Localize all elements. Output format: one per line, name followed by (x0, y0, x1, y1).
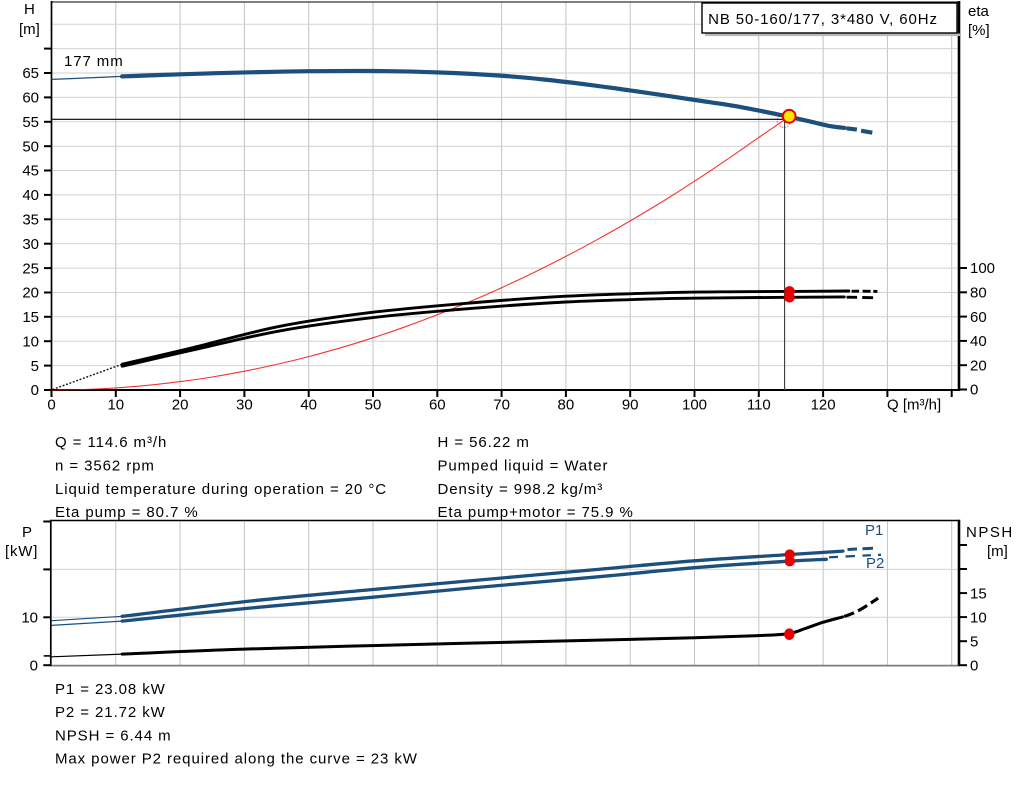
svg-text:10: 10 (22, 333, 39, 350)
svg-text:110: 110 (747, 397, 771, 414)
svg-text:35: 35 (22, 212, 39, 229)
svg-text:30: 30 (22, 236, 39, 253)
svg-text:10: 10 (21, 610, 38, 627)
svg-text:Q [m³/h]: Q [m³/h] (887, 397, 941, 414)
svg-text:Density = 998.2 kg/m³: Density = 998.2 kg/m³ (438, 481, 604, 498)
svg-text:15: 15 (22, 309, 39, 326)
svg-text:0: 0 (47, 397, 55, 414)
svg-text:Pumped liquid = Water: Pumped liquid = Water (438, 457, 609, 474)
svg-text:55: 55 (22, 114, 39, 131)
svg-text:0: 0 (30, 657, 38, 674)
svg-text:80: 80 (558, 397, 575, 414)
svg-text:0: 0 (970, 657, 978, 674)
svg-text:45: 45 (22, 163, 39, 180)
svg-text:[kW]: [kW] (5, 543, 38, 560)
svg-text:eta: eta (968, 3, 990, 20)
svg-text:Eta pump = 80.7 %: Eta pump = 80.7 % (55, 504, 199, 521)
svg-text:P2: P2 (866, 555, 884, 572)
svg-text:60: 60 (429, 397, 446, 414)
svg-text:Max power P2 required along th: Max power P2 required along the curve = … (55, 751, 418, 768)
svg-text:Liquid temperature during oper: Liquid temperature during operation = 20… (55, 481, 387, 498)
svg-text:[%]: [%] (968, 22, 990, 39)
svg-text:100: 100 (970, 260, 995, 277)
svg-text:n = 3562 rpm: n = 3562 rpm (55, 457, 155, 474)
svg-text:Eta pump+motor = 75.9 %: Eta pump+motor = 75.9 % (438, 504, 634, 521)
svg-text:10: 10 (970, 609, 987, 626)
svg-text:H = 56.22 m: H = 56.22 m (438, 434, 530, 451)
svg-text:40: 40 (300, 397, 317, 414)
svg-text:60: 60 (22, 90, 39, 107)
svg-text:90: 90 (622, 397, 639, 414)
svg-text:20: 20 (172, 397, 189, 414)
svg-text:H: H (24, 1, 35, 18)
svg-text:50: 50 (22, 138, 39, 155)
svg-text:60: 60 (970, 309, 987, 326)
svg-text:NB 50-160/177, 3*480 V, 60Hz: NB 50-160/177, 3*480 V, 60Hz (708, 11, 938, 28)
svg-text:177 mm: 177 mm (64, 53, 124, 70)
svg-text:25: 25 (22, 260, 39, 277)
svg-text:Q = 114.6 m³/h: Q = 114.6 m³/h (55, 434, 167, 451)
svg-text:15: 15 (970, 585, 987, 602)
svg-text:80: 80 (970, 285, 987, 302)
svg-text:0: 0 (31, 382, 39, 399)
svg-text:5: 5 (31, 358, 39, 375)
svg-text:P1: P1 (865, 522, 883, 539)
svg-text:20: 20 (22, 285, 39, 302)
svg-text:0: 0 (970, 382, 978, 399)
svg-text:NPSH: NPSH (966, 524, 1014, 541)
svg-text:50: 50 (365, 397, 382, 414)
svg-text:P1 = 23.08 kW: P1 = 23.08 kW (55, 681, 166, 698)
svg-text:5: 5 (970, 633, 978, 650)
svg-text:10: 10 (107, 397, 124, 414)
svg-text:100: 100 (682, 397, 707, 414)
svg-text:40: 40 (22, 187, 39, 204)
svg-text:[m]: [m] (987, 543, 1008, 560)
svg-text:P2 = 21.72 kW: P2 = 21.72 kW (55, 704, 166, 721)
svg-text:30: 30 (236, 397, 253, 414)
svg-text:40: 40 (970, 333, 987, 350)
svg-text:P: P (22, 524, 32, 541)
svg-text:120: 120 (811, 397, 836, 414)
svg-text:65: 65 (22, 65, 39, 82)
svg-text:70: 70 (493, 397, 510, 414)
svg-text:20: 20 (970, 357, 987, 374)
svg-text:NPSH = 6.44 m: NPSH = 6.44 m (55, 727, 172, 744)
svg-text:[m]: [m] (19, 21, 40, 38)
